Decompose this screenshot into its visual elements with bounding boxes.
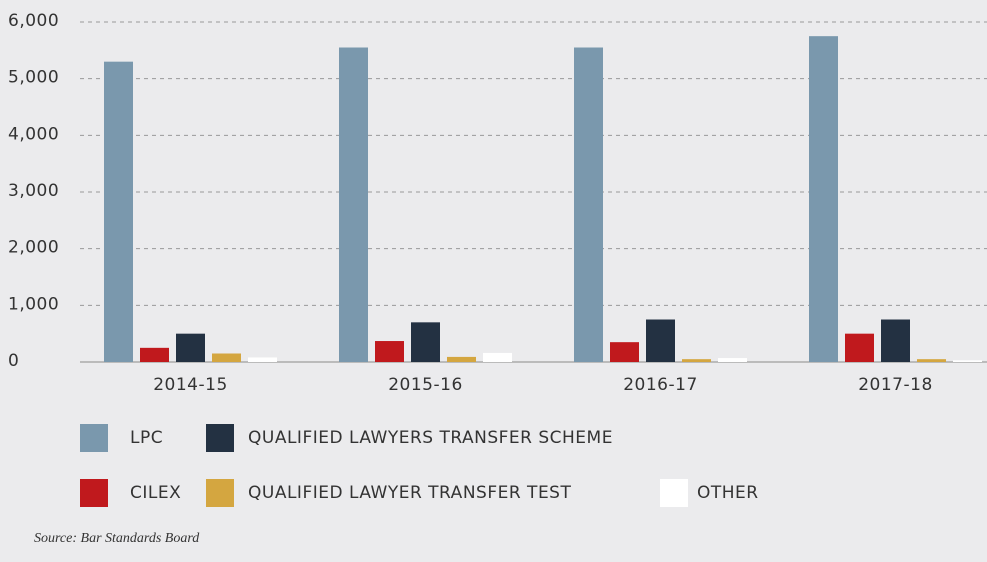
bar [610,342,639,362]
y-tick-label: 5,000 [8,68,59,88]
bar [574,47,603,362]
bar [953,360,982,362]
x-tick-label: 2015-16 [388,375,463,395]
bar [917,359,946,362]
x-tick-label: 2014-15 [153,375,228,395]
bar [411,322,440,362]
bar [212,353,241,362]
bar [176,333,205,362]
legend-label: QUALIFIED LAWYERS TRANSFER SCHEME [248,428,613,448]
bar [881,319,910,362]
bar [447,356,476,362]
y-tick-label: 3,000 [8,181,59,201]
legend-swatch [80,479,108,507]
y-tick-label: 6,000 [8,11,59,31]
bar [104,61,133,363]
bar [339,47,368,362]
legend-label: QUALIFIED LAWYER TRANSFER TEST [248,483,571,503]
bar [845,333,874,362]
bar [718,358,747,362]
x-tick-label: 2016-17 [623,375,698,395]
legend-swatch [206,424,234,452]
legend-label: LPC [130,428,163,448]
source: Source: Bar Standards Board [34,531,200,546]
bar [483,352,512,362]
legend-label: CILEX [130,483,181,503]
y-tick-label: 4,000 [8,124,59,144]
legend-label: OTHER [697,483,759,503]
y-tick-label: 0 [8,351,19,371]
bar [682,359,711,362]
bar [140,347,169,362]
legend-swatch [660,479,688,507]
y-tick-label: 1,000 [8,294,59,314]
legend-swatch [80,424,108,452]
bar [375,341,404,362]
bar [809,36,838,363]
y-tick-label: 2,000 [8,238,59,258]
legend-swatch [206,479,234,507]
bar [646,319,675,362]
x-tick-label: 2017-18 [858,375,933,395]
bar [248,357,277,362]
